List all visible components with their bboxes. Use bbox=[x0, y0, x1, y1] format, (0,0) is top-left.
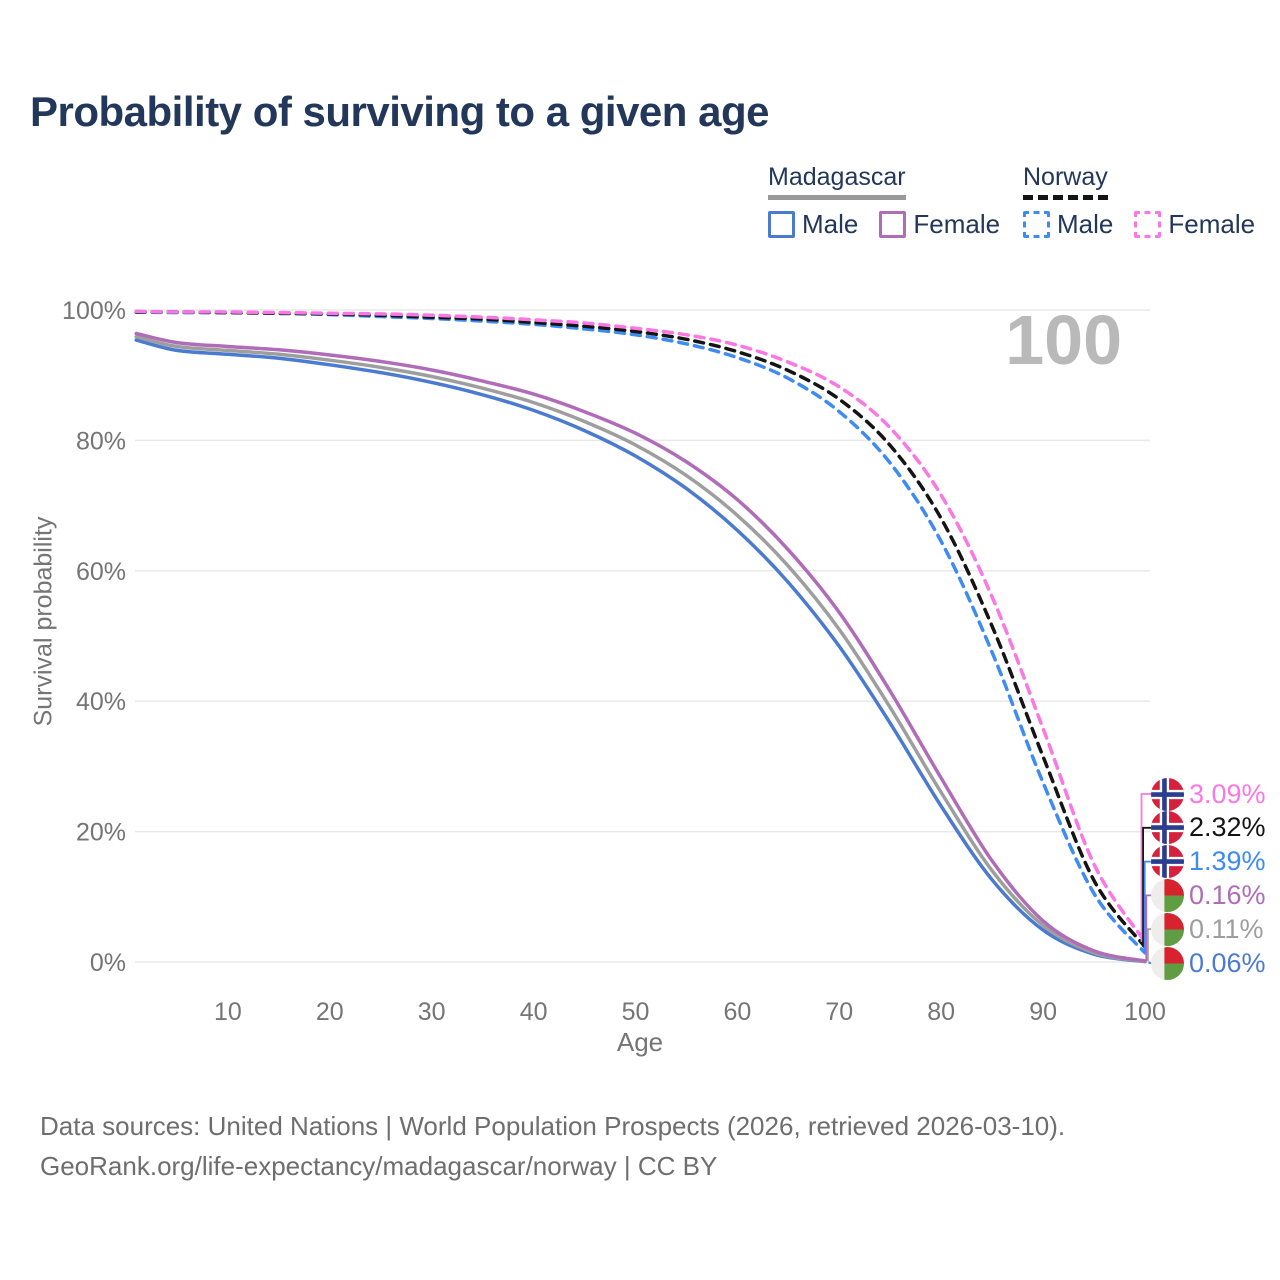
end-label-connectors bbox=[1140, 793, 1151, 964]
end-label-norway-male: 1.39% bbox=[1151, 845, 1266, 879]
footer-data-sources: Data sources: United Nations | World Pop… bbox=[40, 1111, 1066, 1141]
end-label-value: 3.09% bbox=[1189, 778, 1266, 809]
survival-curves bbox=[134, 309, 1147, 964]
legend-item-norway-male[interactable]: Male bbox=[1023, 209, 1113, 240]
legend-country-label: Norway bbox=[1023, 163, 1108, 200]
end-label-value: 1.39% bbox=[1189, 846, 1266, 877]
y-axis-tick-labels: 0% 20% 40% 60% 80% 100% bbox=[62, 297, 126, 977]
legend-group-madagascar: Madagascar Male Female bbox=[768, 163, 1021, 240]
x-axis-tick-labels: 10 20 30 40 50 60 70 80 90 100 bbox=[214, 998, 1166, 1026]
curve-madagascar-male bbox=[134, 338, 1147, 964]
label-connector bbox=[1142, 826, 1151, 947]
legend-item-madagascar-female[interactable]: Female bbox=[879, 209, 1000, 240]
legend: Madagascar Male Female Norway Male Female bbox=[0, 163, 1280, 243]
y-tick-label: 80% bbox=[76, 427, 126, 455]
x-tick-label: 30 bbox=[418, 998, 446, 1026]
x-tick-label: 80 bbox=[927, 998, 955, 1026]
curve-norway-both-sexes bbox=[134, 310, 1147, 949]
legend-swatch-icon bbox=[1134, 211, 1162, 238]
page-title: Probability of surviving to a given age bbox=[30, 88, 769, 135]
x-tick-label: 70 bbox=[825, 998, 853, 1026]
legend-item-label: Female bbox=[913, 209, 1001, 239]
end-label-madagascar-both-sexes: 0.11% bbox=[1151, 912, 1264, 946]
legend-item-label: Male bbox=[802, 209, 859, 239]
curve-madagascar-both-sexes bbox=[134, 334, 1147, 964]
x-tick-label: 20 bbox=[316, 998, 344, 1026]
y-tick-label: 0% bbox=[90, 949, 126, 977]
madagascar-flag-icon bbox=[1151, 878, 1184, 912]
age-counter-watermark: 100 bbox=[1005, 301, 1122, 379]
legend-item-madagascar-male[interactable]: Male bbox=[768, 209, 858, 240]
y-tick-label: 60% bbox=[76, 558, 126, 586]
y-tick-label: 100% bbox=[62, 297, 126, 325]
curve-madagascar-female bbox=[134, 331, 1147, 963]
y-tick-label: 40% bbox=[76, 688, 126, 716]
label-connector bbox=[1148, 961, 1151, 964]
y-axis-title: Survival probability bbox=[29, 516, 58, 727]
y-tick-label: 20% bbox=[76, 819, 126, 847]
end-label-value: 2.32% bbox=[1189, 812, 1266, 843]
end-label-madagascar-female: 0.16% bbox=[1151, 878, 1266, 912]
end-label-value: 0.06% bbox=[1189, 947, 1266, 978]
madagascar-flag-icon bbox=[1151, 946, 1184, 980]
footer: Data sources: United Nations | World Pop… bbox=[40, 1106, 1065, 1186]
legend-item-label: Female bbox=[1168, 209, 1256, 239]
legend-swatch-icon bbox=[768, 211, 795, 238]
legend-swatch-icon bbox=[1023, 211, 1050, 238]
footer-attribution-link: GeoRank.org/life-expectancy/madagascar/n… bbox=[40, 1151, 718, 1181]
x-axis-title: Age bbox=[617, 1027, 663, 1057]
x-tick-label: 10 bbox=[214, 998, 242, 1026]
label-connector bbox=[1140, 793, 1151, 942]
legend-group-norway: Norway Male Female bbox=[1023, 163, 1276, 240]
x-tick-label: 100 bbox=[1124, 998, 1166, 1026]
x-tick-label: 90 bbox=[1029, 998, 1057, 1026]
curve-norway-female bbox=[134, 309, 1147, 944]
madagascar-flag-icon bbox=[1151, 912, 1184, 946]
end-label-norway-both-sexes: 2.32% bbox=[1151, 811, 1266, 845]
x-tick-label: 40 bbox=[520, 998, 548, 1026]
legend-swatch-icon bbox=[879, 211, 907, 238]
legend-country-label: Madagascar bbox=[768, 163, 906, 200]
end-label-value: 0.16% bbox=[1189, 879, 1266, 910]
norway-flag-icon bbox=[1151, 777, 1184, 811]
norway-flag-icon bbox=[1151, 811, 1184, 845]
end-label-madagascar-male: 0.06% bbox=[1151, 946, 1266, 980]
x-tick-label: 50 bbox=[622, 998, 650, 1026]
gridlines bbox=[135, 309, 1150, 963]
label-connector bbox=[1145, 894, 1151, 961]
x-tick-label: 60 bbox=[723, 998, 751, 1026]
legend-item-norway-female[interactable]: Female bbox=[1134, 209, 1255, 240]
norway-flag-icon bbox=[1151, 845, 1184, 879]
end-label-value: 0.11% bbox=[1189, 913, 1264, 944]
end-label-norway-female: 3.09% bbox=[1151, 777, 1266, 811]
legend-item-label: Male bbox=[1057, 209, 1114, 239]
label-connector bbox=[1143, 860, 1151, 953]
label-connector bbox=[1147, 928, 1151, 962]
